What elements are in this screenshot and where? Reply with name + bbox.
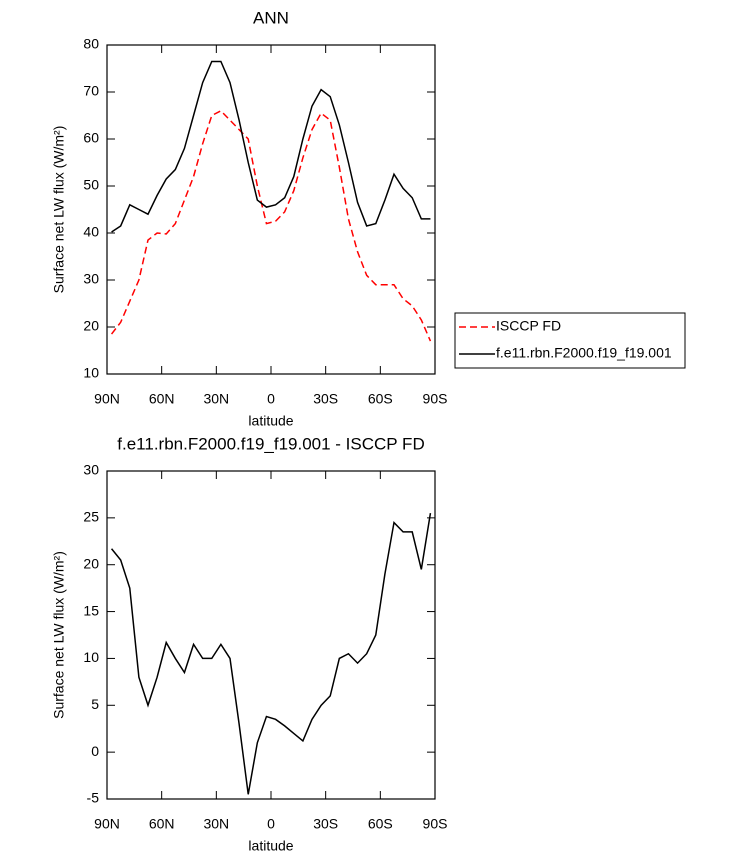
legend-box <box>454 312 686 369</box>
y-tick-label: 20 <box>83 555 99 571</box>
y-tick-label: 20 <box>83 318 99 334</box>
y-tick-label: 5 <box>91 696 99 712</box>
x-axis-label: latitude <box>248 413 293 429</box>
x-tick-label: 30N <box>203 391 229 407</box>
y-tick-label: 80 <box>83 36 99 52</box>
data-line <box>110 513 432 795</box>
y-tick-label: 50 <box>83 177 99 193</box>
x-tick-label: 30N <box>203 816 229 832</box>
x-tick-label: 0 <box>267 816 275 832</box>
y-tick-label: 70 <box>83 83 99 99</box>
x-axis-label: latitude <box>248 838 293 854</box>
x-tick-label: 30S <box>313 391 338 407</box>
x-tick-label: 90S <box>423 816 448 832</box>
y-tick-label: 60 <box>83 130 99 146</box>
chart-title: ANN <box>253 8 289 27</box>
x-tick-label: 0 <box>267 391 275 407</box>
plot-frame <box>106 470 436 800</box>
x-tick-label: 60S <box>368 391 393 407</box>
x-tick-label: 90N <box>94 816 120 832</box>
x-tick-label: 90S <box>423 391 448 407</box>
x-tick-label: 60S <box>368 816 393 832</box>
x-tick-label: 90N <box>94 391 120 407</box>
legend-label: ISCCP FD <box>496 318 561 334</box>
x-tick-label: 60N <box>149 816 175 832</box>
y-axis-label: Surface net LW flux (W/m²) <box>51 126 67 294</box>
y-tick-label: 15 <box>83 602 99 618</box>
y-tick-label: 30 <box>83 271 99 287</box>
x-tick-label: 60N <box>149 391 175 407</box>
y-tick-label: 40 <box>83 224 99 240</box>
legend-label: f.e11.rbn.F2000.f19_f19.001 <box>496 345 672 361</box>
plot-frame <box>106 44 436 375</box>
data-line <box>111 60 431 233</box>
y-tick-label: 10 <box>83 649 99 665</box>
y-tick-label: 30 <box>83 462 99 478</box>
y-tick-label: 10 <box>83 365 99 381</box>
x-tick-label: 30S <box>313 816 338 832</box>
y-tick-label: 0 <box>91 743 99 759</box>
y-axis-label: Surface net LW flux (W/m²) <box>51 551 67 719</box>
y-tick-label: -5 <box>87 790 100 806</box>
data-line <box>110 109 432 342</box>
y-tick-label: 25 <box>83 509 99 525</box>
chart-title: f.e11.rbn.F2000.f19_f19.001 - ISCCP FD <box>117 434 424 453</box>
